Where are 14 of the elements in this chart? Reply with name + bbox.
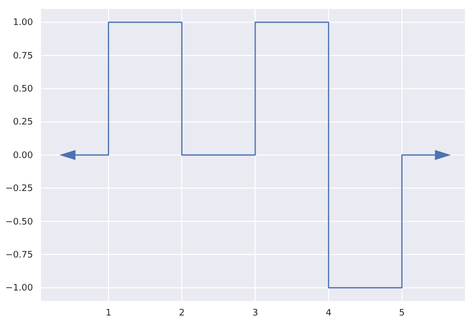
y-tick-label: 1.00 xyxy=(12,18,34,28)
x-tick-label: 5 xyxy=(399,308,405,318)
x-tick-label: 4 xyxy=(326,308,332,318)
y-tick-label: 0.50 xyxy=(12,84,34,95)
x-tick-label: 3 xyxy=(252,308,258,318)
x-tick-label: 2 xyxy=(178,308,185,318)
x-tick-label: 1 xyxy=(106,308,112,318)
y-tick-label: −0.50 xyxy=(5,217,34,228)
y-tick-label: −0.75 xyxy=(5,250,33,260)
y-tick-label: 0.00 xyxy=(12,150,34,161)
y-tick-label: −0.25 xyxy=(5,184,33,194)
y-tick-label: 0.75 xyxy=(12,51,33,62)
y-tick-label: 0.25 xyxy=(12,118,33,128)
y-tick-label: −1.00 xyxy=(5,284,34,294)
